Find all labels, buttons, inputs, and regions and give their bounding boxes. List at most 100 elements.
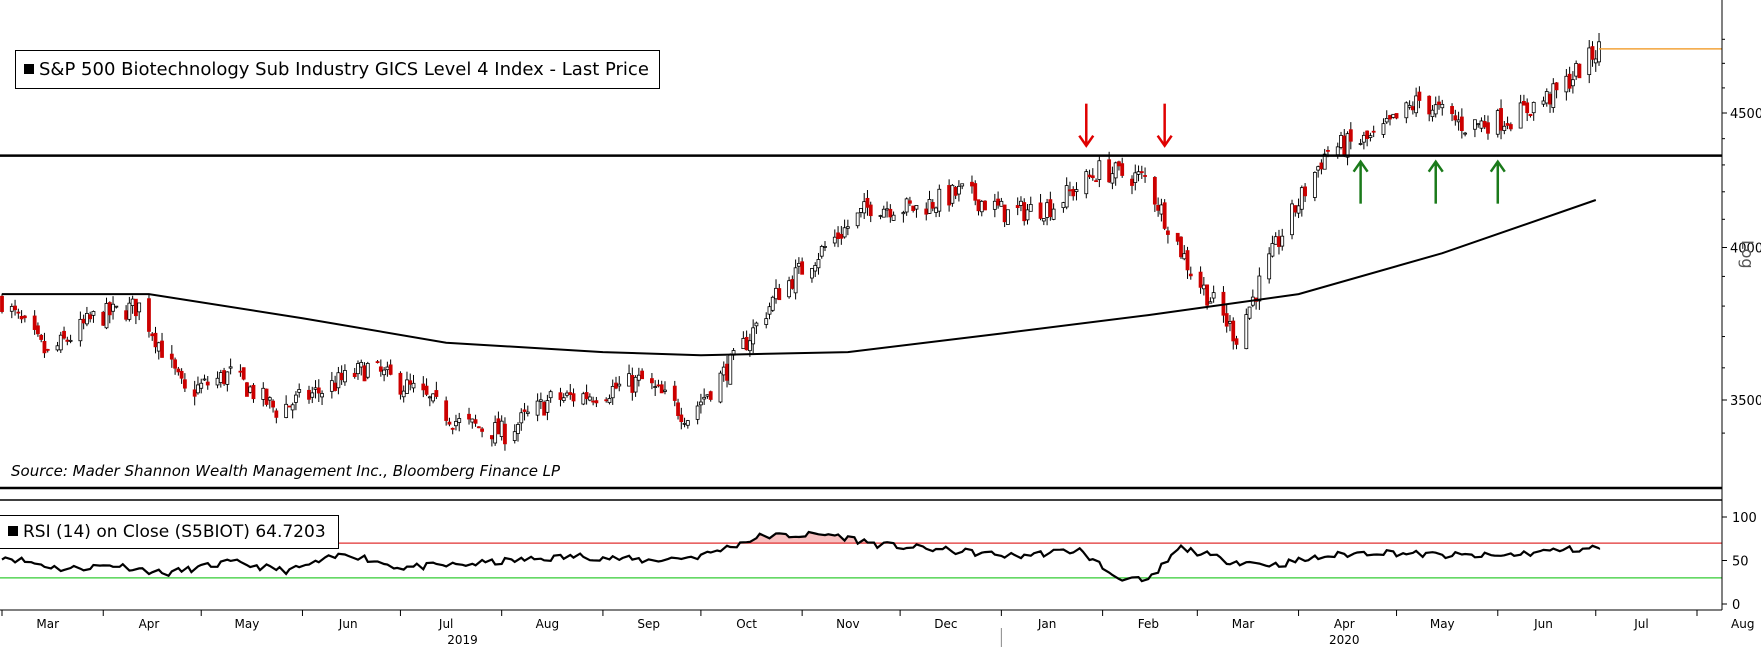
candle-body — [754, 322, 759, 327]
candle-body — [398, 372, 403, 395]
candle-body — [934, 207, 938, 213]
candle-body — [1071, 188, 1076, 197]
candle-body — [1136, 171, 1141, 175]
candle-body — [202, 378, 207, 381]
candle-body — [911, 205, 916, 211]
candle-body — [1427, 95, 1432, 115]
candle-body — [591, 400, 596, 403]
candle-body — [192, 389, 197, 397]
price-legend: S&P 500 Biotechnology Sub Industry GICS … — [15, 50, 660, 89]
candle-body — [81, 318, 86, 324]
candle-body — [1597, 41, 1601, 63]
candle-body — [245, 382, 249, 397]
candle-body — [85, 312, 89, 325]
candle-body — [101, 311, 106, 326]
candle-body — [68, 339, 73, 342]
candle-body — [1159, 204, 1164, 215]
candle-body — [150, 333, 155, 337]
candle-body — [1590, 46, 1595, 60]
candle-body — [1479, 120, 1484, 129]
candle-body — [1224, 313, 1229, 327]
candle-body — [1130, 178, 1134, 186]
candle-body — [271, 400, 275, 408]
candle-body — [636, 374, 641, 381]
candle-body — [1407, 104, 1412, 108]
candle-body — [960, 183, 965, 187]
candle-body — [228, 366, 233, 369]
candle-body — [1342, 135, 1347, 155]
candle-body — [1074, 189, 1079, 193]
candle-body — [832, 236, 837, 244]
candle-body — [339, 372, 344, 381]
x-month-label: Mar — [1232, 617, 1255, 631]
candle-body — [718, 372, 723, 403]
candle-body — [78, 318, 83, 342]
candle-body — [1570, 79, 1575, 87]
candle-body — [218, 372, 223, 384]
candle-body — [1293, 205, 1298, 213]
candle-body — [22, 315, 27, 319]
x-month-label: Aug — [1731, 617, 1754, 631]
candle-body — [493, 422, 498, 444]
candle-body — [725, 363, 729, 381]
candle-body — [408, 380, 413, 385]
candle-body — [770, 296, 775, 311]
candle-body — [1463, 132, 1468, 135]
candle-body — [62, 330, 66, 339]
candle-body — [584, 392, 589, 400]
candle-body — [1038, 202, 1043, 219]
candle-body — [316, 387, 321, 394]
candle-body — [1048, 199, 1053, 218]
candle-body — [88, 314, 93, 320]
rsi-legend: RSI (14) on Close (S5BIOT) 64.7203 — [0, 515, 339, 549]
candle-body — [1143, 175, 1147, 177]
candle-body — [1518, 102, 1523, 129]
candle-body — [19, 315, 24, 320]
candle-body — [297, 389, 302, 393]
candle-body — [199, 382, 204, 389]
candle-body — [1433, 104, 1438, 115]
candle-body — [1290, 203, 1294, 236]
price-panel — [0, 32, 1722, 451]
rsi-line — [1, 530, 1601, 583]
candle-body — [313, 387, 318, 390]
candle-body — [1361, 134, 1366, 143]
candle-body — [992, 200, 997, 210]
candle-body — [1182, 253, 1187, 260]
y-tick-label: 4000 — [1730, 242, 1761, 257]
candle-body — [1358, 143, 1363, 145]
candle-body — [1505, 123, 1510, 126]
candle-body — [891, 214, 896, 221]
candle-body — [169, 353, 174, 360]
candle-body — [1486, 122, 1490, 134]
candle-body — [1522, 100, 1526, 106]
candle-body — [983, 200, 987, 211]
candle-body — [137, 302, 142, 313]
candle-body — [796, 262, 801, 267]
candle-body — [134, 298, 138, 317]
candle-body — [970, 181, 974, 187]
candle-body — [568, 392, 573, 396]
candle-body — [248, 386, 253, 393]
candle-body — [205, 381, 210, 386]
source-note: Source: Mader Shannon Wealth Management … — [11, 462, 561, 480]
candle-body — [238, 370, 243, 373]
candle-body — [36, 325, 40, 335]
candle-body — [1368, 135, 1373, 138]
candle-body — [1064, 185, 1069, 208]
candle-body — [1084, 171, 1089, 195]
legend-square-icon — [8, 526, 18, 536]
candle-body — [908, 200, 912, 204]
candle-body — [1567, 73, 1572, 89]
candle-body — [741, 338, 746, 350]
candle-body — [176, 368, 181, 373]
candle-body — [388, 364, 393, 375]
candle-body — [813, 265, 818, 272]
candle-body — [320, 393, 324, 398]
legend-square-icon — [24, 64, 34, 74]
candle-body — [702, 396, 707, 400]
candle-body — [996, 198, 1000, 206]
candle-body — [1371, 130, 1376, 133]
candle-body — [45, 348, 50, 351]
candle-body — [359, 362, 364, 368]
